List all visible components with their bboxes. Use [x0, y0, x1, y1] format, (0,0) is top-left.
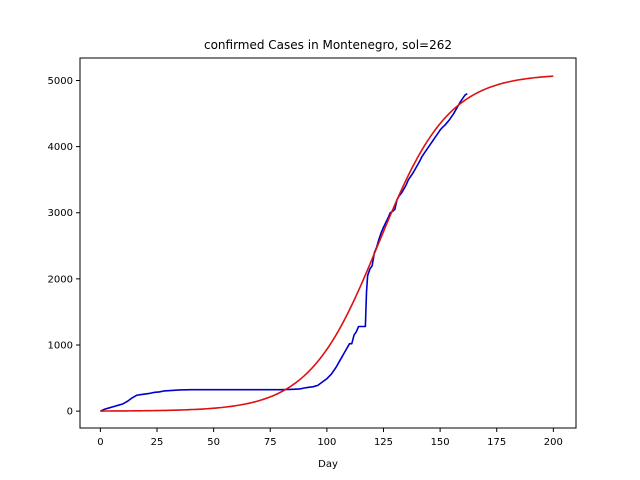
y-axis: 0 1000 2000 3000 4000 5000 — [48, 76, 80, 418]
x-tick-label: 100 — [317, 437, 336, 448]
x-tick-label: 125 — [374, 437, 393, 448]
y-tick-label: 0 — [67, 407, 73, 418]
chart-title: confirmed Cases in Montenegro, sol=262 — [204, 38, 452, 52]
x-axis-label: Day — [318, 459, 338, 470]
y-tick-label: 5000 — [48, 76, 73, 87]
y-tick-label: 1000 — [48, 341, 73, 352]
y-tick-label: 4000 — [48, 142, 73, 153]
plot-frame — [79, 57, 577, 429]
x-tick-label: 0 — [97, 437, 103, 448]
y-tick-label: 3000 — [48, 208, 73, 219]
x-tick-label: 75 — [264, 437, 277, 448]
series-layer — [100, 75, 554, 412]
x-tick-label: 175 — [487, 437, 506, 448]
series-line-fit — [100, 75, 554, 412]
x-tick-label: 200 — [544, 437, 563, 448]
x-tick-label: 150 — [431, 437, 450, 448]
y-tick-label: 2000 — [48, 274, 73, 285]
x-tick-label: 25 — [151, 437, 164, 448]
x-axis: 0 25 50 75 100 125 150 175 200 — [97, 428, 563, 448]
x-tick-label: 50 — [207, 437, 220, 448]
series-line-confirmed — [100, 93, 468, 412]
